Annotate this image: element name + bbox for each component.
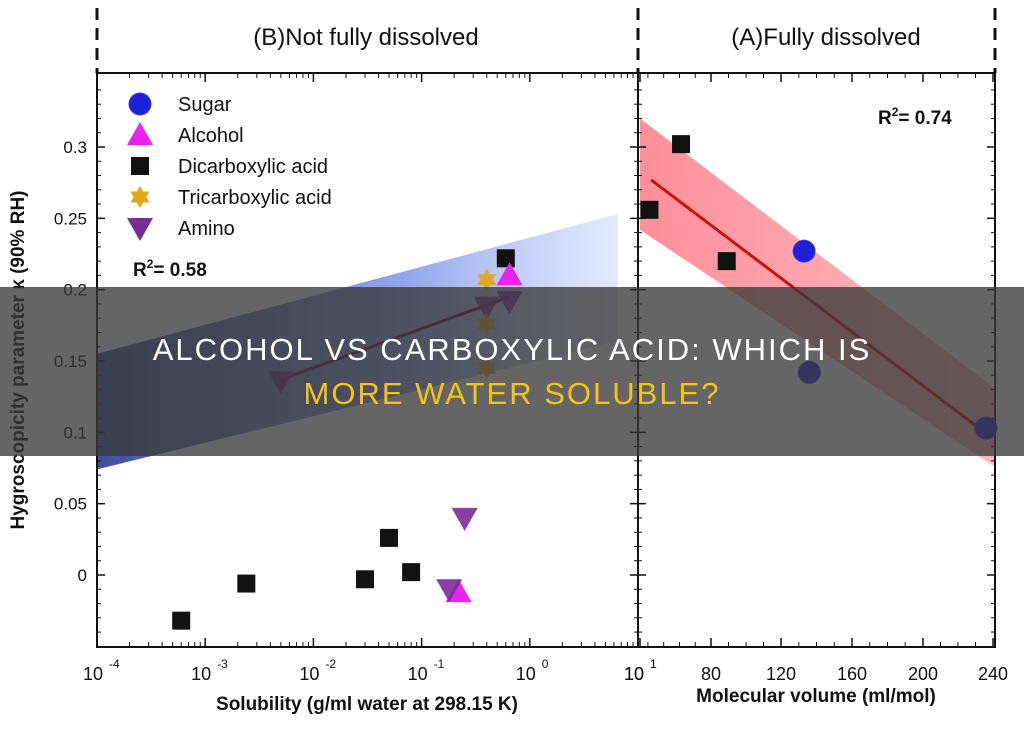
data-point-panel-a-dicarboxylic-acid [717,252,736,271]
x-tick-label-panel-a: 200 [908,664,938,684]
hexagram-part [130,191,150,208]
legend-marker-amino [127,218,153,241]
x-axis-label-panel-b: Solubility (g/ml water at 298.15 K) [216,694,518,715]
x-tick-label-panel-a: 80 [701,664,721,684]
legend-label-sugar: Sugar [178,94,232,116]
x-tick-label-panel-b: 10 [83,664,103,684]
data-point-panel-b-amino [451,507,478,531]
title-banner: ALCOHOL VS CARBOXYLIC ACID: WHICH IS MOR… [0,287,1024,456]
legend: Sugar Alcohol Dicarboxylic acid Tricarboxyl… [127,92,332,241]
hexagram-part [477,274,497,291]
y-tick-label: 0.3 [63,138,87,157]
x-tick-label-panel-b: 10 [624,664,644,684]
legend-label-tricarboxylic-acid: Tricarboxylic acid [178,187,332,209]
data-point-panel-b-amino [436,579,463,603]
x-tick-label-panel-b: 10 [408,664,428,684]
legend-label-alcohol: Alcohol [178,125,244,147]
x-tick-label-exponent: -4 [109,657,120,671]
x-tick-label-exponent: -1 [434,657,445,671]
x-tick-label-shared-exponent: 1 [650,657,657,671]
data-point-panel-b-dicarboxylic-acid [356,570,375,589]
banner-title-line-1: ALCOHOL VS CARBOXYLIC ACID: WHICH IS [152,331,872,367]
data-point-panel-a-sugar [792,239,816,263]
data-point-panel-b-dicarboxylic-acid [237,574,256,593]
legend-label-dicarboxylic-acid: Dicarboxylic acid [178,156,328,178]
x-tick-label-exponent: -2 [325,657,336,671]
y-tick-label: 0 [78,566,87,585]
legend-marker-dicarboxylic-acid [131,157,149,175]
x-tick-label-panel-b: 10 [516,664,536,684]
y-tick-label: 0.05 [54,495,87,514]
panel-b-title: (B)Not fully dissolved [253,24,478,51]
x-tick-label-panel-a: 120 [766,664,796,684]
data-point-panel-b-tricarboxylic-acid [477,268,497,291]
legend-marker-alcohol [127,122,153,145]
data-point-panel-b-dicarboxylic-acid [402,563,421,582]
x-tick-label-exponent: 0 [542,657,549,671]
legend-marker-tricarboxylic-acid [130,186,150,208]
x-tick-label-panel-a: 160 [837,664,867,684]
x-tick-label-exponent: -3 [217,657,228,671]
x-tick-label-exponent: 1 [650,657,657,671]
banner-title-line-2: MORE WATER SOLUBLE? [303,375,721,411]
x-tick-label-panel-a: 240 [978,664,1008,684]
data-point-panel-b-dicarboxylic-acid [380,528,399,547]
x-axis-label-panel-a: Molecular volume (ml/mol) [696,686,936,707]
x-tick-label-panel-b: 10 [299,664,319,684]
legend-marker-sugar [128,92,152,116]
x-tick-label-panel-b: 10 [191,664,211,684]
panel-a-title: (A)Fully dissolved [731,24,920,51]
x-tick-label-shared: 10 [624,664,644,684]
data-point-panel-b-dicarboxylic-acid [172,611,191,630]
data-point-panel-b-alcohol [496,262,523,286]
r2-annotation-panel-b: R2= 0.58 [133,257,207,281]
legend-label-amino: Amino [178,218,235,240]
data-point-panel-a-dicarboxylic-acid [672,135,691,154]
y-tick-label: 0.25 [54,209,87,228]
data-point-panel-a-dicarboxylic-acid [640,200,659,219]
r2-annotation-panel-a: R2= 0.74 [878,105,952,129]
data-point-panel-b-dicarboxylic-acid [496,249,515,268]
